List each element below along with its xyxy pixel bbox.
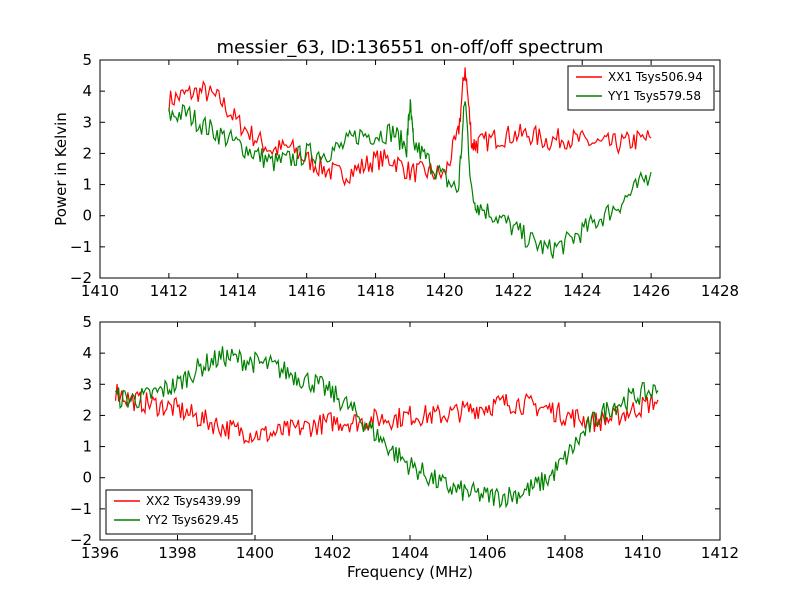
series-line-2 bbox=[114, 346, 659, 509]
y-tick-label: 0 bbox=[82, 207, 92, 225]
plot-frame bbox=[99, 59, 721, 279]
y-tick-label: 3 bbox=[82, 113, 92, 131]
y-tick-label: 1 bbox=[82, 438, 92, 456]
y-tick-label: 4 bbox=[82, 344, 92, 362]
x-tick-label: 1410 bbox=[623, 544, 661, 562]
x-tick-label: 1424 bbox=[563, 282, 601, 300]
y-tick-label: −2 bbox=[70, 269, 92, 287]
x-tick-label: 1428 bbox=[701, 282, 739, 300]
x-tick-label: 1396 bbox=[81, 544, 119, 562]
y-tick-label: 3 bbox=[82, 375, 92, 393]
x-tick-label: 1412 bbox=[701, 544, 739, 562]
x-tick-label: 1412 bbox=[150, 282, 188, 300]
legend-label: YY1 Tsys579.58 bbox=[607, 89, 701, 103]
series-line-1 bbox=[168, 67, 652, 187]
x-tick-label: 1400 bbox=[236, 544, 274, 562]
legend-label: XX2 Tsys439.99 bbox=[146, 494, 241, 508]
y-tick-label: −1 bbox=[70, 500, 92, 518]
y-tick-label: 5 bbox=[82, 51, 92, 69]
x-axis-label: Frequency (MHz) bbox=[347, 563, 473, 581]
legend-label: YY2 Tsys629.45 bbox=[145, 513, 239, 527]
x-tick-label: 1418 bbox=[356, 282, 394, 300]
y-axis-label: Power in Kelvin bbox=[52, 112, 70, 226]
x-tick-label: 1408 bbox=[546, 544, 584, 562]
y-tick-label: −2 bbox=[70, 531, 92, 549]
x-tick-label: 1402 bbox=[313, 544, 351, 562]
x-tick-label: 1416 bbox=[288, 282, 326, 300]
y-tick-label: 5 bbox=[82, 313, 92, 331]
x-tick-label: 1414 bbox=[219, 282, 257, 300]
y-tick-label: 4 bbox=[82, 82, 92, 100]
y-tick-label: −1 bbox=[70, 238, 92, 256]
x-tick-label: 1398 bbox=[158, 544, 196, 562]
y-tick-label: 2 bbox=[82, 406, 92, 424]
top-plot: 1410 1412 1414 1416 1418 1420 1422 1424 1426 1428… bbox=[52, 51, 739, 300]
x-tick-label: 1410 bbox=[81, 282, 119, 300]
legend-label: XX1 Tsys506.94 bbox=[608, 70, 703, 84]
series-line-1 bbox=[114, 383, 659, 445]
y-tick-label: 2 bbox=[82, 144, 92, 162]
y-tick-label: 1 bbox=[82, 176, 92, 194]
chart-title: messier_63, ID:136551 on-off/off spectru… bbox=[217, 37, 604, 58]
x-tick-label: 1404 bbox=[391, 544, 429, 562]
legend-box bbox=[567, 65, 715, 111]
series-line-2 bbox=[168, 99, 652, 259]
x-tick-label: 1426 bbox=[632, 282, 670, 300]
x-tick-label: 1422 bbox=[494, 282, 532, 300]
x-tick-label: 1420 bbox=[425, 282, 463, 300]
y-tick-label: 0 bbox=[82, 469, 92, 487]
legend-box bbox=[105, 489, 253, 535]
x-tick-label: 1406 bbox=[468, 544, 506, 562]
bottom-plot: 1396 1398 1400 1402 1404 1406 1408 1410 1412−2−1… bbox=[70, 313, 739, 581]
